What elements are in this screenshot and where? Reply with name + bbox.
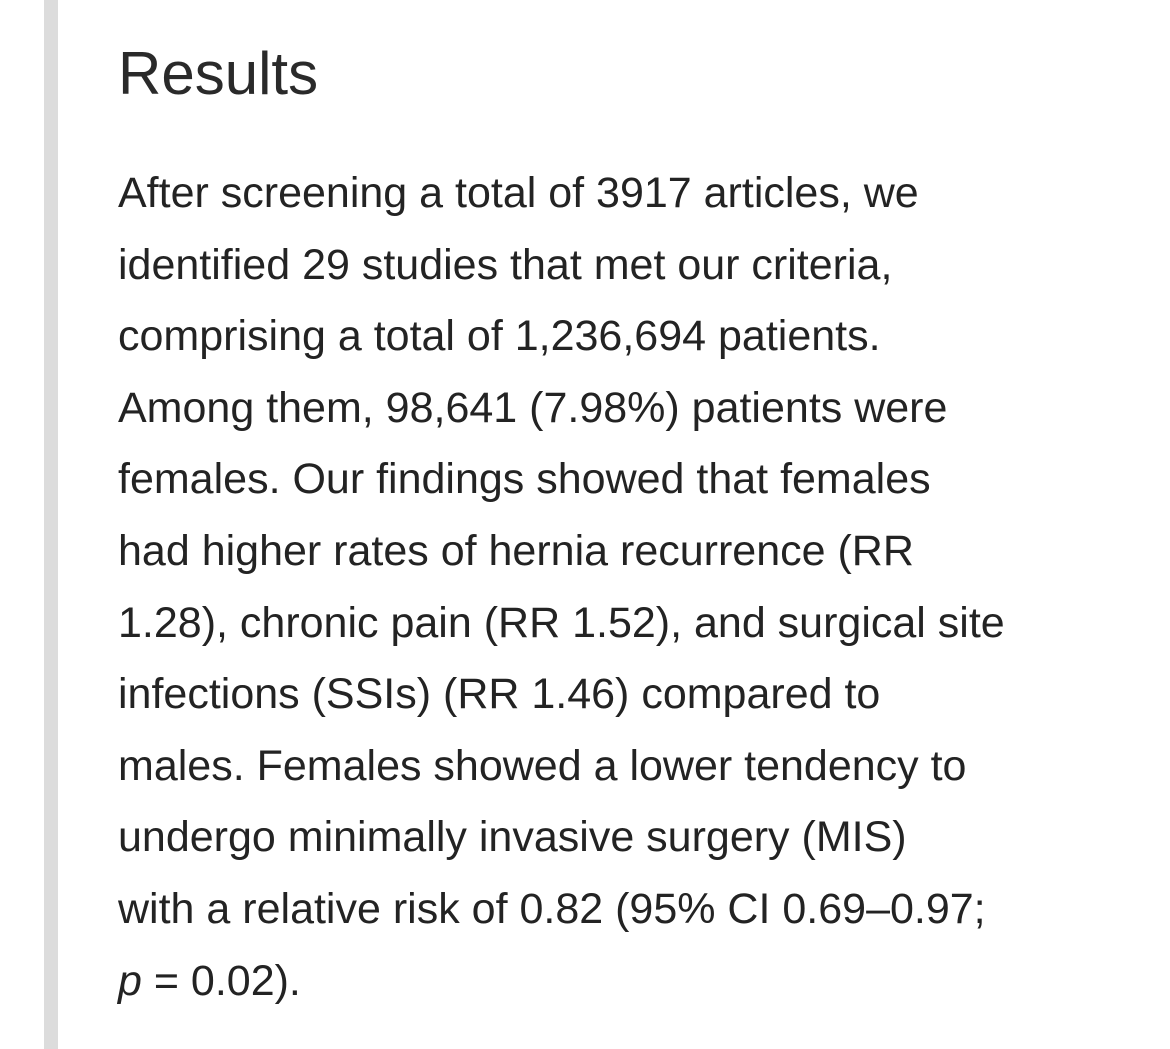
paragraph-line: comprising a total of 1,236,694 patients… <box>118 312 881 361</box>
results-paragraph: After screening a total of 3917 articles… <box>118 158 1158 1017</box>
paragraph-line: males. Females showed a lower tendency t… <box>118 741 967 790</box>
paragraph-line: Among them, 98,641 (7.98%) patients were <box>118 383 948 432</box>
paragraph-line: undergo minimally invasive surgery (MIS) <box>118 813 907 862</box>
paragraph-line: After screening a total of 3917 articles… <box>118 169 919 217</box>
paragraph-line: infections (SSIs) (RR 1.46) compared to <box>118 670 881 719</box>
paragraph-last-line: p = 0.02). <box>118 946 1158 1018</box>
paragraph-line: females. Our findings showed that female… <box>118 455 931 504</box>
results-section: Results After screening a total of 3917 … <box>118 36 1158 1017</box>
paragraph-line: identified 29 studies that met our crite… <box>118 240 893 289</box>
p-value-symbol: p <box>118 956 142 1005</box>
paragraph-line: with a relative risk of 0.82 (95% CI 0.6… <box>118 884 986 933</box>
paragraph-line: 1.28), chronic pain (RR 1.52), and surgi… <box>118 598 1005 647</box>
p-value-text: = 0.02). <box>141 956 301 1005</box>
section-heading: Results <box>118 40 319 107</box>
blockquote-rule <box>44 0 58 1049</box>
paragraph-line: had higher rates of hernia recurrence (R… <box>118 526 914 575</box>
